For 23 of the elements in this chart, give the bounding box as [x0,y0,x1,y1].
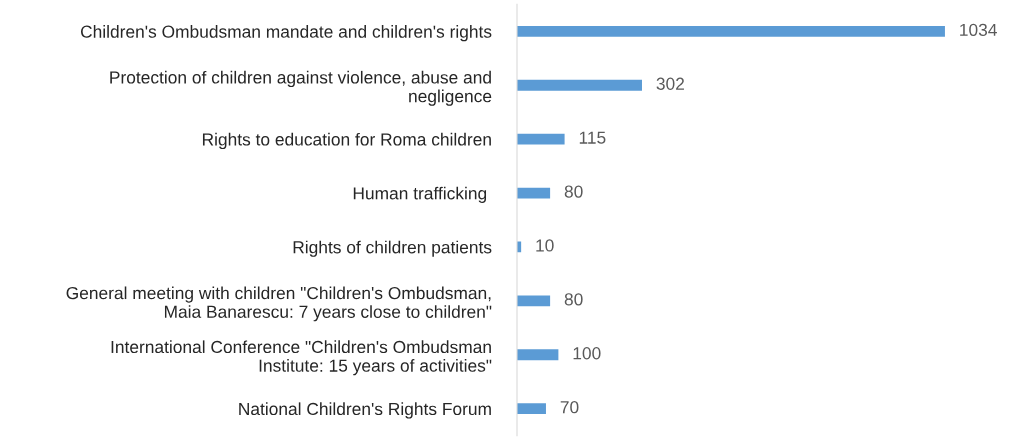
data-label: 100 [573,347,601,360]
y-tick-label: Human trafficking [353,186,487,203]
y-tick-label: International Conference "Children's Ombudsman Institute: 15 years of activities" [111,340,492,376]
y-tick-label: Children's Ombudsman mandate and children's rights [80,25,492,42]
bar [517,295,551,307]
bar [517,349,559,361]
y-tick-label: Protection of children against violence, abuse and negligence [110,70,492,106]
y-tick-label: Rights to education for Roma children [202,132,491,150]
data-label: 70 [560,401,579,414]
data-label: 80 [564,185,583,198]
bar [517,133,565,145]
y-tick-label: General meeting with children "Children's Ombudsman, Maia Banarescu: 7 years close to children" [66,286,492,322]
bar [517,403,546,415]
data-label: 10 [536,239,554,252]
y-tick-label: Rights of children patients [293,240,492,257]
y-tick-label: National Children's Rights Forum [239,402,491,419]
data-label: 302 [656,77,684,90]
bar [517,187,551,199]
bar [517,25,945,37]
data-label: 115 [579,131,606,144]
data-label: 1034 [960,23,997,37]
bar [517,79,642,91]
data-label: 80 [564,293,583,306]
